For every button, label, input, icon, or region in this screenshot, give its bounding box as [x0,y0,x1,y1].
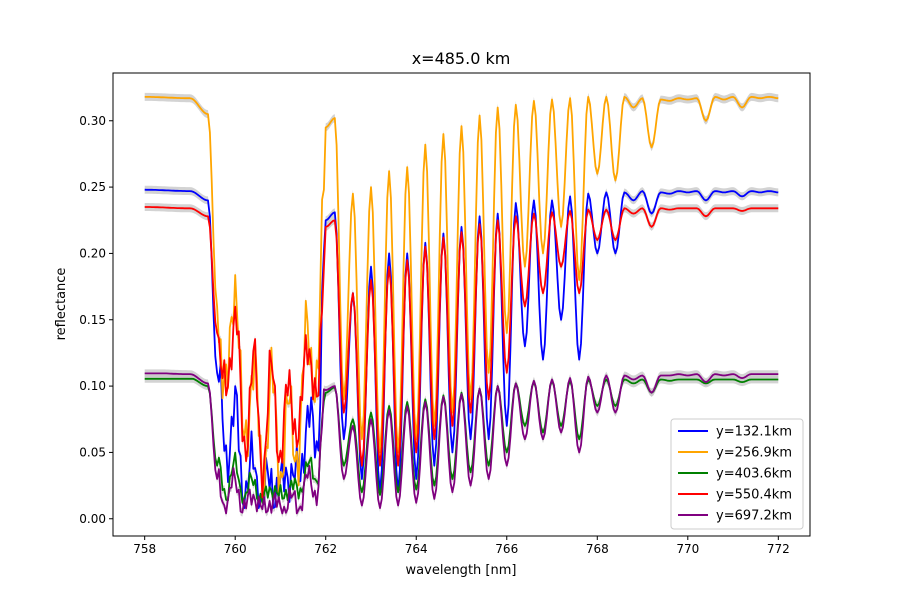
y-tick-label: 0.20 [79,246,106,260]
y-axis: 0.00 0.05 0.10 0.15 0.20 0.25 0.30 [79,114,113,526]
series-line-5 [144,372,779,515]
x-tick-label: 764 [405,542,428,556]
legend-label-5: y=697.2km [716,509,792,524]
y-tick-label: 0.00 [79,512,106,526]
x-axis: 758 760 762 764 766 768 770 772 [133,536,790,556]
x-tick-label: 766 [495,542,518,556]
y-axis-label: reflectance [54,268,69,341]
legend: y=132.1km y=256.9km y=403.6km y=550.4km y=69… [670,418,804,530]
legend-label-1: y=132.1km [716,425,792,440]
x-tick-label: 768 [586,542,609,556]
x-axis-label: wavelength [nm] [406,563,517,578]
x-tick-label: 758 [133,542,156,556]
x-tick-label: 762 [314,542,337,556]
legend-label-2: y=256.9km [716,446,792,461]
series-line-3 [144,377,779,504]
y-tick-label: 0.05 [79,445,106,459]
x-tick-label: 760 [224,542,247,556]
legend-box [670,418,804,530]
legend-label-3: y=403.6km [716,467,792,482]
y-tick-label: 0.30 [79,114,106,128]
series-lines [144,96,779,515]
series-line-1 [144,188,779,509]
chart-title: x=485.0 km [412,49,511,68]
legend-label-4: y=550.4km [716,488,792,503]
plot-frame [112,72,811,537]
y-tick-label: 0.10 [79,379,106,393]
x-tick-label: 770 [676,542,699,556]
plot-area [112,72,811,537]
x-tick-label: 772 [767,542,790,556]
y-tick-label: 0.15 [79,313,106,327]
y-tick-label: 0.25 [79,180,106,194]
series-line-4 [144,206,779,499]
